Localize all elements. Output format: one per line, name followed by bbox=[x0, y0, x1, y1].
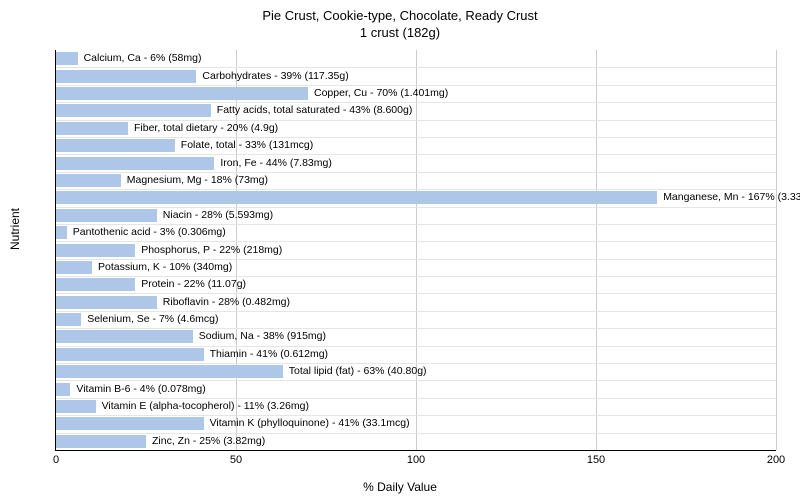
row-border bbox=[56, 102, 776, 103]
nutrient-bar-label: Selenium, Se - 7% (4.6mcg) bbox=[87, 313, 218, 326]
nutrient-bar bbox=[56, 157, 214, 170]
nutrient-bar-label: Vitamin B-6 - 4% (0.078mg) bbox=[76, 383, 205, 396]
nutrient-bar bbox=[56, 296, 157, 309]
nutrient-chart: Pie Crust, Cookie-type, Chocolate, Ready… bbox=[0, 0, 800, 500]
row-border bbox=[56, 85, 776, 86]
nutrient-bar bbox=[56, 174, 121, 187]
title-line1: Pie Crust, Cookie-type, Chocolate, Ready… bbox=[262, 8, 537, 23]
nutrient-bar-label: Total lipid (fat) - 63% (40.80g) bbox=[289, 365, 427, 378]
x-tick-label: 0 bbox=[53, 454, 59, 466]
row-border bbox=[56, 380, 776, 381]
nutrient-bar-label: Iron, Fe - 44% (7.83mg) bbox=[220, 157, 331, 170]
nutrient-bar-label: Zinc, Zn - 25% (3.82mg) bbox=[152, 435, 265, 448]
row-border bbox=[56, 154, 776, 155]
gridline bbox=[596, 50, 597, 450]
nutrient-bar bbox=[56, 278, 135, 291]
row-border bbox=[56, 241, 776, 242]
nutrient-bar-label: Fatty acids, total saturated - 43% (8.60… bbox=[217, 104, 413, 117]
nutrient-bar-label: Carbohydrates - 39% (117.35g) bbox=[202, 70, 348, 83]
nutrient-bar-label: Sodium, Na - 38% (915mg) bbox=[199, 330, 326, 343]
y-axis-label: Nutrient bbox=[8, 208, 22, 250]
nutrient-bar-label: Phosphorus, P - 22% (218mg) bbox=[141, 244, 282, 257]
nutrient-bar-label: Thiamin - 41% (0.612mg) bbox=[210, 348, 328, 361]
x-tick-label: 150 bbox=[587, 454, 605, 466]
nutrient-bar-label: Vitamin E (alpha-tocopherol) - 11% (3.26… bbox=[102, 400, 309, 413]
nutrient-bar bbox=[56, 122, 128, 135]
row-border bbox=[56, 67, 776, 68]
nutrient-bar-label: Calcium, Ca - 6% (58mg) bbox=[84, 52, 202, 65]
row-border bbox=[56, 346, 776, 347]
nutrient-bar bbox=[56, 191, 657, 204]
x-tick-label: 100 bbox=[407, 454, 425, 466]
nutrient-bar bbox=[56, 400, 96, 413]
row-border bbox=[56, 120, 776, 121]
nutrient-bar bbox=[56, 52, 78, 65]
nutrient-bar-label: Copper, Cu - 70% (1.401mg) bbox=[314, 87, 448, 100]
nutrient-bar bbox=[56, 209, 157, 222]
row-border bbox=[56, 293, 776, 294]
nutrient-bar bbox=[56, 226, 67, 239]
row-border bbox=[56, 259, 776, 260]
nutrient-bar bbox=[56, 104, 211, 117]
x-tick-label: 200 bbox=[767, 454, 785, 466]
nutrient-bar bbox=[56, 70, 196, 83]
nutrient-bar-label: Vitamin K (phylloquinone) - 41% (33.1mcg… bbox=[210, 417, 410, 430]
nutrient-bar bbox=[56, 435, 146, 448]
x-tick-label: 50 bbox=[230, 454, 242, 466]
nutrient-bar-label: Fiber, total dietary - 20% (4.9g) bbox=[134, 122, 278, 135]
row-border bbox=[56, 276, 776, 277]
row-border bbox=[56, 172, 776, 173]
nutrient-bar bbox=[56, 87, 308, 100]
row-border bbox=[56, 224, 776, 225]
x-axis-label: % Daily Value bbox=[0, 480, 800, 494]
nutrient-bar-label: Niacin - 28% (5.593mg) bbox=[163, 209, 273, 222]
nutrient-bar-label: Potassium, K - 10% (340mg) bbox=[98, 261, 232, 274]
nutrient-bar bbox=[56, 348, 204, 361]
plot-area: 050100150200Calcium, Ca - 6% (58mg)Carbo… bbox=[55, 50, 776, 451]
nutrient-bar bbox=[56, 365, 283, 378]
nutrient-bar-label: Magnesium, Mg - 18% (73mg) bbox=[127, 174, 268, 187]
nutrient-bar-label: Riboflavin - 28% (0.482mg) bbox=[163, 296, 290, 309]
nutrient-bar bbox=[56, 330, 193, 343]
chart-title: Pie Crust, Cookie-type, Chocolate, Ready… bbox=[0, 0, 800, 42]
row-border bbox=[56, 433, 776, 434]
nutrient-bar-label: Pantothenic acid - 3% (0.306mg) bbox=[73, 226, 226, 239]
row-border bbox=[56, 363, 776, 364]
row-border bbox=[56, 189, 776, 190]
row-border bbox=[56, 137, 776, 138]
nutrient-bar-label: Protein - 22% (11.07g) bbox=[141, 278, 246, 291]
nutrient-bar bbox=[56, 139, 175, 152]
nutrient-bar bbox=[56, 261, 92, 274]
row-border bbox=[56, 207, 776, 208]
nutrient-bar bbox=[56, 383, 70, 396]
nutrient-bar bbox=[56, 313, 81, 326]
row-border bbox=[56, 311, 776, 312]
row-border bbox=[56, 398, 776, 399]
row-border bbox=[56, 328, 776, 329]
gridline bbox=[776, 50, 777, 450]
nutrient-bar bbox=[56, 417, 204, 430]
nutrient-bar bbox=[56, 244, 135, 257]
nutrient-bar-label: Folate, total - 33% (131mcg) bbox=[181, 139, 313, 152]
row-border bbox=[56, 415, 776, 416]
nutrient-bar-label: Manganese, Mn - 167% (3.336mg) bbox=[663, 191, 800, 204]
title-line2: 1 crust (182g) bbox=[360, 25, 440, 40]
gridline bbox=[416, 50, 417, 450]
